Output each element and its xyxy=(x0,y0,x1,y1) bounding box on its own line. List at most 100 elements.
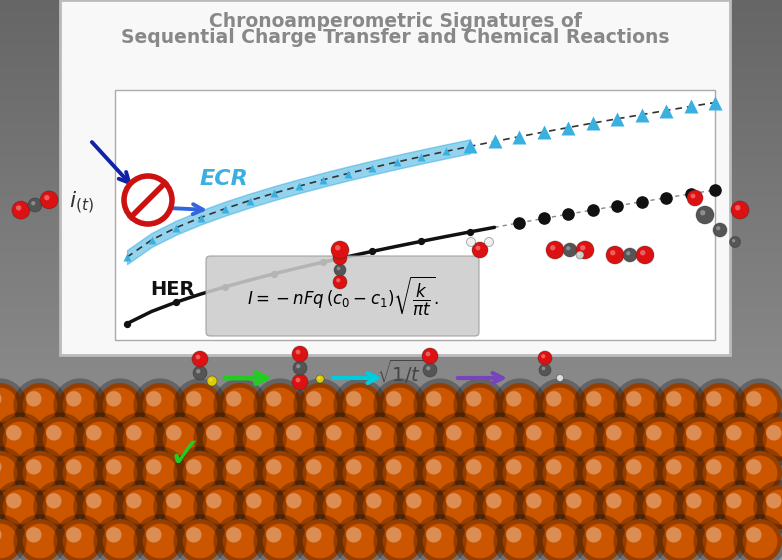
Circle shape xyxy=(126,493,142,508)
Circle shape xyxy=(731,201,749,219)
Circle shape xyxy=(218,519,262,560)
Circle shape xyxy=(40,191,58,209)
FancyBboxPatch shape xyxy=(60,0,730,355)
Point xyxy=(317,258,329,267)
Circle shape xyxy=(318,417,362,461)
Circle shape xyxy=(478,485,522,529)
Circle shape xyxy=(338,519,382,560)
Circle shape xyxy=(438,417,482,461)
Circle shape xyxy=(266,459,282,474)
Circle shape xyxy=(646,493,662,508)
Circle shape xyxy=(98,383,142,427)
Circle shape xyxy=(0,451,22,495)
Circle shape xyxy=(338,383,382,427)
Circle shape xyxy=(326,425,342,441)
Circle shape xyxy=(558,417,602,461)
Circle shape xyxy=(706,527,722,543)
Circle shape xyxy=(498,519,542,560)
Circle shape xyxy=(0,417,2,461)
Circle shape xyxy=(0,485,42,529)
Circle shape xyxy=(26,527,41,543)
Circle shape xyxy=(158,417,202,461)
Circle shape xyxy=(306,459,321,474)
Circle shape xyxy=(296,349,300,354)
Circle shape xyxy=(186,527,202,543)
Point xyxy=(120,319,133,328)
Circle shape xyxy=(158,485,202,529)
Circle shape xyxy=(526,493,542,508)
Circle shape xyxy=(266,391,282,407)
Circle shape xyxy=(438,485,482,529)
Circle shape xyxy=(730,236,741,248)
Circle shape xyxy=(425,352,430,356)
Circle shape xyxy=(518,417,562,461)
Circle shape xyxy=(146,391,162,407)
Circle shape xyxy=(418,383,462,427)
Circle shape xyxy=(246,493,261,508)
Circle shape xyxy=(506,391,522,407)
Point xyxy=(464,227,476,236)
Circle shape xyxy=(358,485,402,529)
Circle shape xyxy=(358,417,402,461)
Circle shape xyxy=(506,527,522,543)
Circle shape xyxy=(538,383,582,427)
Circle shape xyxy=(278,485,322,529)
Circle shape xyxy=(18,519,62,560)
Circle shape xyxy=(298,451,342,495)
Point xyxy=(684,189,697,198)
Circle shape xyxy=(46,425,62,441)
Circle shape xyxy=(186,459,202,474)
Circle shape xyxy=(698,383,742,427)
Circle shape xyxy=(713,223,727,237)
Circle shape xyxy=(316,375,324,383)
Circle shape xyxy=(296,364,300,368)
Circle shape xyxy=(766,493,781,508)
Circle shape xyxy=(58,383,102,427)
Circle shape xyxy=(646,425,662,441)
Circle shape xyxy=(38,485,82,529)
Text: ✓: ✓ xyxy=(167,434,203,476)
Circle shape xyxy=(576,241,594,259)
Circle shape xyxy=(418,519,462,560)
Point xyxy=(513,218,526,227)
Circle shape xyxy=(298,519,342,560)
Circle shape xyxy=(426,391,442,407)
Circle shape xyxy=(498,383,542,427)
Circle shape xyxy=(698,451,742,495)
Circle shape xyxy=(486,493,501,508)
Circle shape xyxy=(598,417,642,461)
Circle shape xyxy=(66,459,81,474)
Circle shape xyxy=(566,425,582,441)
Circle shape xyxy=(226,527,242,543)
Circle shape xyxy=(193,366,207,380)
Circle shape xyxy=(58,519,102,560)
Circle shape xyxy=(447,425,461,441)
Circle shape xyxy=(106,391,121,407)
Circle shape xyxy=(566,246,570,250)
Circle shape xyxy=(386,391,401,407)
Text: $\sqrt{1/t}$: $\sqrt{1/t}$ xyxy=(377,358,423,386)
Circle shape xyxy=(563,243,577,257)
Circle shape xyxy=(558,485,602,529)
Circle shape xyxy=(78,417,122,461)
Text: $I = -nFq\,(c_0 - c_1)\sqrt{\dfrac{k}{\pi t}}.$: $I = -nFq\,(c_0 - c_1)\sqrt{\dfrac{k}{\p… xyxy=(247,274,438,318)
Circle shape xyxy=(166,425,181,441)
FancyBboxPatch shape xyxy=(115,90,715,340)
Circle shape xyxy=(726,425,741,441)
Circle shape xyxy=(526,425,542,441)
Circle shape xyxy=(578,451,622,495)
Circle shape xyxy=(696,206,714,224)
Circle shape xyxy=(198,417,242,461)
Circle shape xyxy=(6,493,22,508)
Circle shape xyxy=(718,417,762,461)
Circle shape xyxy=(178,383,222,427)
Circle shape xyxy=(691,194,695,198)
Circle shape xyxy=(46,493,62,508)
Circle shape xyxy=(258,519,302,560)
Circle shape xyxy=(166,493,181,508)
Circle shape xyxy=(258,383,302,427)
Circle shape xyxy=(0,459,2,474)
Circle shape xyxy=(426,366,430,370)
Circle shape xyxy=(378,383,422,427)
Circle shape xyxy=(86,493,102,508)
